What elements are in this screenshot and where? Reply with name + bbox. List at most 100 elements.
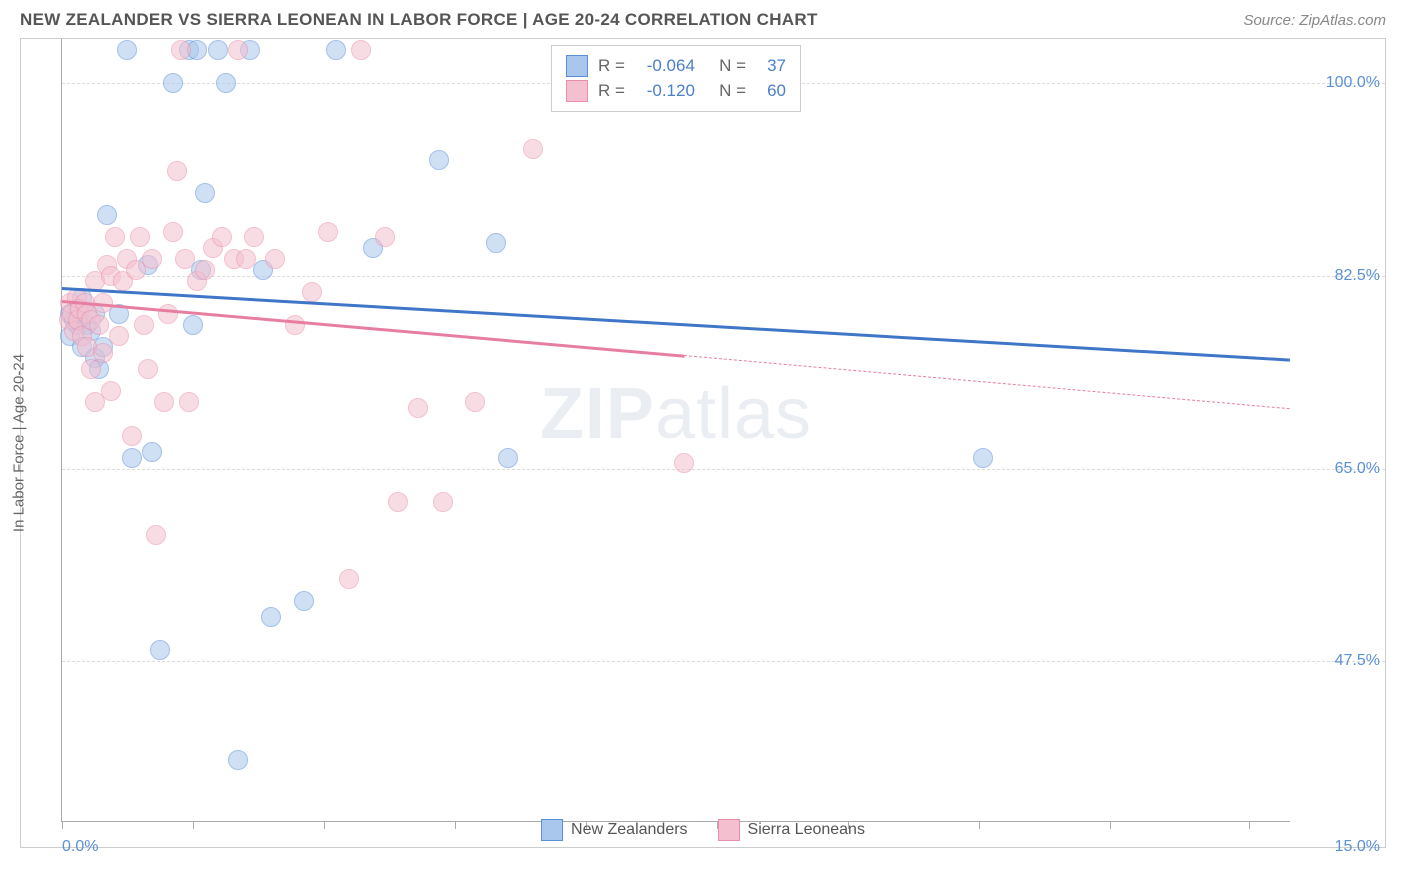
data-point <box>339 569 359 589</box>
data-point <box>433 492 453 512</box>
legend-label: New Zealanders <box>571 821 688 839</box>
legend-item: New Zealanders <box>541 819 688 841</box>
source-attribution: Source: ZipAtlas.com <box>1243 12 1386 29</box>
data-point <box>294 591 314 611</box>
data-point <box>117 40 137 60</box>
data-point <box>150 640 170 660</box>
data-point <box>171 40 191 60</box>
data-point <box>228 750 248 770</box>
trend-line-extrapolated <box>684 355 1290 409</box>
data-point <box>109 326 129 346</box>
data-point <box>142 249 162 269</box>
data-point <box>175 249 195 269</box>
x-tick <box>455 821 456 829</box>
y-tick-label: 82.5% <box>1335 267 1380 285</box>
chart-container: In Labor Force | Age 20-24 ZIPatlas 100.… <box>20 38 1386 848</box>
legend-n-value: 37 <box>756 56 786 76</box>
data-point <box>81 359 101 379</box>
gridline <box>62 469 1385 470</box>
x-tick <box>1249 821 1250 829</box>
data-point <box>244 227 264 247</box>
trend-line <box>62 287 1290 362</box>
data-point <box>101 381 121 401</box>
gridline <box>62 661 1385 662</box>
legend-r-label: R = <box>598 56 625 76</box>
data-point <box>138 359 158 379</box>
y-tick-label: 100.0% <box>1326 74 1380 92</box>
legend-swatch <box>566 55 588 77</box>
data-point <box>228 40 248 60</box>
legend-label: Sierra Leoneans <box>748 821 865 839</box>
bottom-legend: New Zealanders Sierra Leoneans <box>541 819 865 841</box>
legend-swatch <box>541 819 563 841</box>
data-point <box>486 233 506 253</box>
watermark: ZIPatlas <box>540 373 812 455</box>
data-point <box>154 392 174 412</box>
data-point <box>523 139 543 159</box>
legend-item: Sierra Leoneans <box>718 819 865 841</box>
correlation-legend: R = -0.064 N = 37R = -0.120 N = 60 <box>551 45 801 112</box>
data-point <box>97 205 117 225</box>
data-point <box>146 525 166 545</box>
data-point <box>236 249 256 269</box>
data-point <box>208 40 228 60</box>
x-tick <box>324 821 325 829</box>
data-point <box>973 448 993 468</box>
x-tick <box>979 821 980 829</box>
legend-r-label: R = <box>598 81 625 101</box>
chart-header: NEW ZEALANDER VS SIERRA LEONEAN IN LABOR… <box>0 0 1406 38</box>
x-min-label: 0.0% <box>62 838 98 856</box>
data-point <box>265 249 285 269</box>
legend-n-label: N = <box>705 56 746 76</box>
data-point <box>326 40 346 60</box>
data-point <box>302 282 322 302</box>
data-point <box>212 227 232 247</box>
data-point <box>465 392 485 412</box>
x-max-label: 15.0% <box>1335 838 1380 856</box>
y-tick-label: 47.5% <box>1335 652 1380 670</box>
data-point <box>408 398 428 418</box>
legend-row: R = -0.064 N = 37 <box>566 55 786 77</box>
data-point <box>93 343 113 363</box>
data-point <box>142 442 162 462</box>
legend-row: R = -0.120 N = 60 <box>566 80 786 102</box>
data-point <box>261 607 281 627</box>
chart-title: NEW ZEALANDER VS SIERRA LEONEAN IN LABOR… <box>20 10 818 30</box>
data-point <box>285 315 305 335</box>
legend-n-label: N = <box>705 81 746 101</box>
data-point <box>89 315 109 335</box>
trend-line <box>62 300 684 357</box>
data-point <box>163 73 183 93</box>
data-point <box>388 492 408 512</box>
data-point <box>163 222 183 242</box>
legend-swatch <box>718 819 740 841</box>
data-point <box>158 304 178 324</box>
legend-r-value: -0.120 <box>635 81 695 101</box>
data-point <box>375 227 395 247</box>
x-tick <box>193 821 194 829</box>
data-point <box>318 222 338 242</box>
y-axis-label: In Labor Force | Age 20-24 <box>11 354 28 532</box>
plot-area: ZIPatlas 100.0%82.5%65.0%47.5%0.0%15.0%R… <box>61 39 1290 822</box>
data-point <box>130 227 150 247</box>
data-point <box>134 315 154 335</box>
data-point <box>351 40 371 60</box>
x-tick <box>62 821 63 829</box>
data-point <box>122 426 142 446</box>
data-point <box>167 161 187 181</box>
x-tick <box>1110 821 1111 829</box>
data-point <box>429 150 449 170</box>
data-point <box>195 183 215 203</box>
legend-n-value: 60 <box>756 81 786 101</box>
data-point <box>498 448 518 468</box>
data-point <box>105 227 125 247</box>
data-point <box>216 73 236 93</box>
data-point <box>183 315 203 335</box>
legend-r-value: -0.064 <box>635 56 695 76</box>
data-point <box>195 260 215 280</box>
data-point <box>122 448 142 468</box>
data-point <box>179 392 199 412</box>
y-tick-label: 65.0% <box>1335 460 1380 478</box>
legend-swatch <box>566 80 588 102</box>
data-point <box>674 453 694 473</box>
